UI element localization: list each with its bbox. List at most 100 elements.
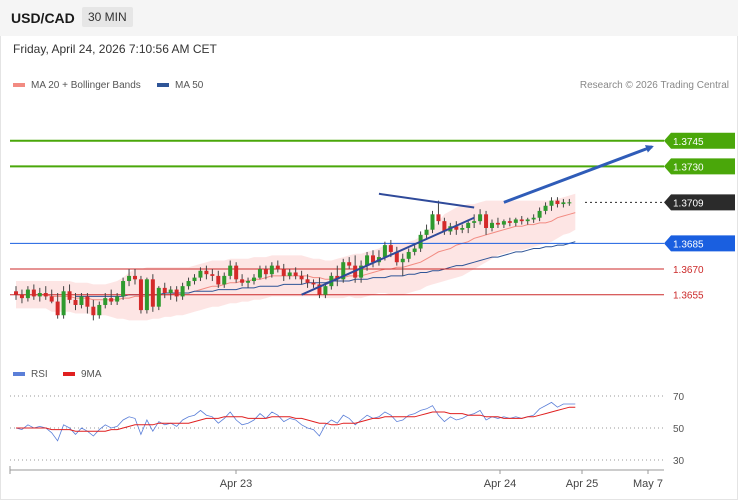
candle-body [555, 200, 560, 205]
candle-body [495, 222, 500, 225]
candle-body [311, 282, 316, 285]
candle-body [103, 298, 108, 305]
candle-body [186, 281, 191, 287]
rsi-series-rsi [15, 401, 576, 442]
level-tag-2 [664, 194, 735, 211]
candle-body [365, 255, 370, 266]
candle-body [484, 214, 489, 228]
candle-body [228, 265, 233, 276]
candle-body [430, 214, 435, 230]
candle-body [97, 304, 102, 316]
candle-body [347, 262, 352, 266]
candle-body [424, 229, 429, 235]
candle-body [246, 281, 251, 283]
legend-rsi: RSI [13, 369, 48, 380]
candle-body [275, 265, 280, 270]
candle-body [240, 279, 245, 283]
candle-body [14, 291, 18, 295]
upper-triangle-line [378, 192, 475, 209]
candle-body [501, 221, 506, 225]
ma50-swatch [157, 83, 169, 88]
candle-body [281, 269, 286, 276]
candle-body [37, 293, 42, 297]
candle-body [531, 217, 536, 220]
level-label-5: 1.3655 [673, 291, 704, 302]
candle-body [55, 301, 60, 316]
candle-body [287, 272, 292, 276]
candle-body [67, 291, 72, 300]
ma9-swatch [63, 372, 75, 377]
candle-body [79, 296, 84, 305]
lower-triangle-line [301, 216, 475, 296]
candle-body [174, 289, 179, 297]
candle-body [210, 274, 215, 276]
forecast-arrow [503, 145, 654, 204]
level-tag-0 [664, 132, 735, 149]
timeframe-badge[interactable]: 30 MIN [82, 7, 133, 27]
rsi-tick-label: 50 [673, 424, 685, 435]
candle-body [335, 275, 340, 280]
level-label-3: 1.3685 [673, 239, 704, 250]
level-label-2: 1.3709 [673, 198, 704, 209]
candle-body [91, 306, 96, 316]
candle-body [513, 219, 518, 223]
candle-body [127, 275, 132, 282]
candle-body [442, 221, 447, 232]
datetime-label: Friday, April 24, 2026 7:10:56 AM CET [13, 42, 217, 56]
candle-body [25, 289, 30, 299]
candle-body [400, 258, 405, 263]
candle-body [216, 275, 221, 285]
candle-body [394, 251, 399, 263]
candle-body [525, 219, 530, 222]
candle-body [180, 286, 185, 297]
candle-body [323, 286, 328, 295]
candle-body [567, 202, 572, 204]
candle-body [299, 275, 304, 280]
candle-body [144, 279, 149, 311]
candle-body [454, 226, 459, 230]
candle-body [138, 279, 143, 311]
ma9-label: 9MA [81, 369, 102, 380]
candle-body [305, 279, 310, 283]
credit-text: Research © 2026 Trading Central [579, 80, 729, 91]
candle-body [150, 279, 155, 307]
rsi-tick-label: 70 [673, 392, 685, 403]
x-tick-label: May 7 [633, 478, 663, 490]
candle-body [519, 219, 524, 222]
candle-body [478, 214, 483, 222]
candle-body [507, 221, 512, 223]
candle-body [31, 289, 36, 297]
ma20-label: MA 20 + Bollinger Bands [31, 80, 141, 91]
candle-body [257, 269, 262, 278]
candle-body [73, 299, 78, 305]
x-tick-label: Apr 25 [566, 478, 598, 490]
symbol-title: USD/CAD [11, 10, 75, 26]
candle-body [561, 202, 566, 205]
candle-body [269, 265, 274, 275]
candle-body [382, 245, 387, 258]
bollinger-band-area [16, 193, 576, 321]
level-tag-3 [664, 235, 735, 252]
candle-body [252, 277, 256, 282]
candle-body [156, 287, 161, 307]
candle-body [121, 281, 126, 297]
rsi-swatch [13, 372, 25, 377]
candle-body [19, 294, 24, 299]
candle-body [192, 277, 197, 282]
candle-body [317, 284, 322, 295]
candle-body [168, 289, 173, 293]
candle-body [388, 245, 393, 252]
candles-group [14, 197, 572, 321]
legend-9ma: 9MA [63, 369, 102, 380]
candle-body [198, 270, 203, 278]
candle-body [460, 228, 465, 230]
candle-body [472, 221, 477, 223]
candle-body [43, 293, 48, 297]
candle-body [341, 262, 346, 280]
candle-body [61, 291, 66, 316]
candle-body [204, 270, 209, 275]
rsi-tick-label: 30 [673, 456, 685, 467]
candle-body [49, 296, 54, 302]
candle-body [543, 205, 548, 211]
ma20-swatch [13, 83, 25, 88]
